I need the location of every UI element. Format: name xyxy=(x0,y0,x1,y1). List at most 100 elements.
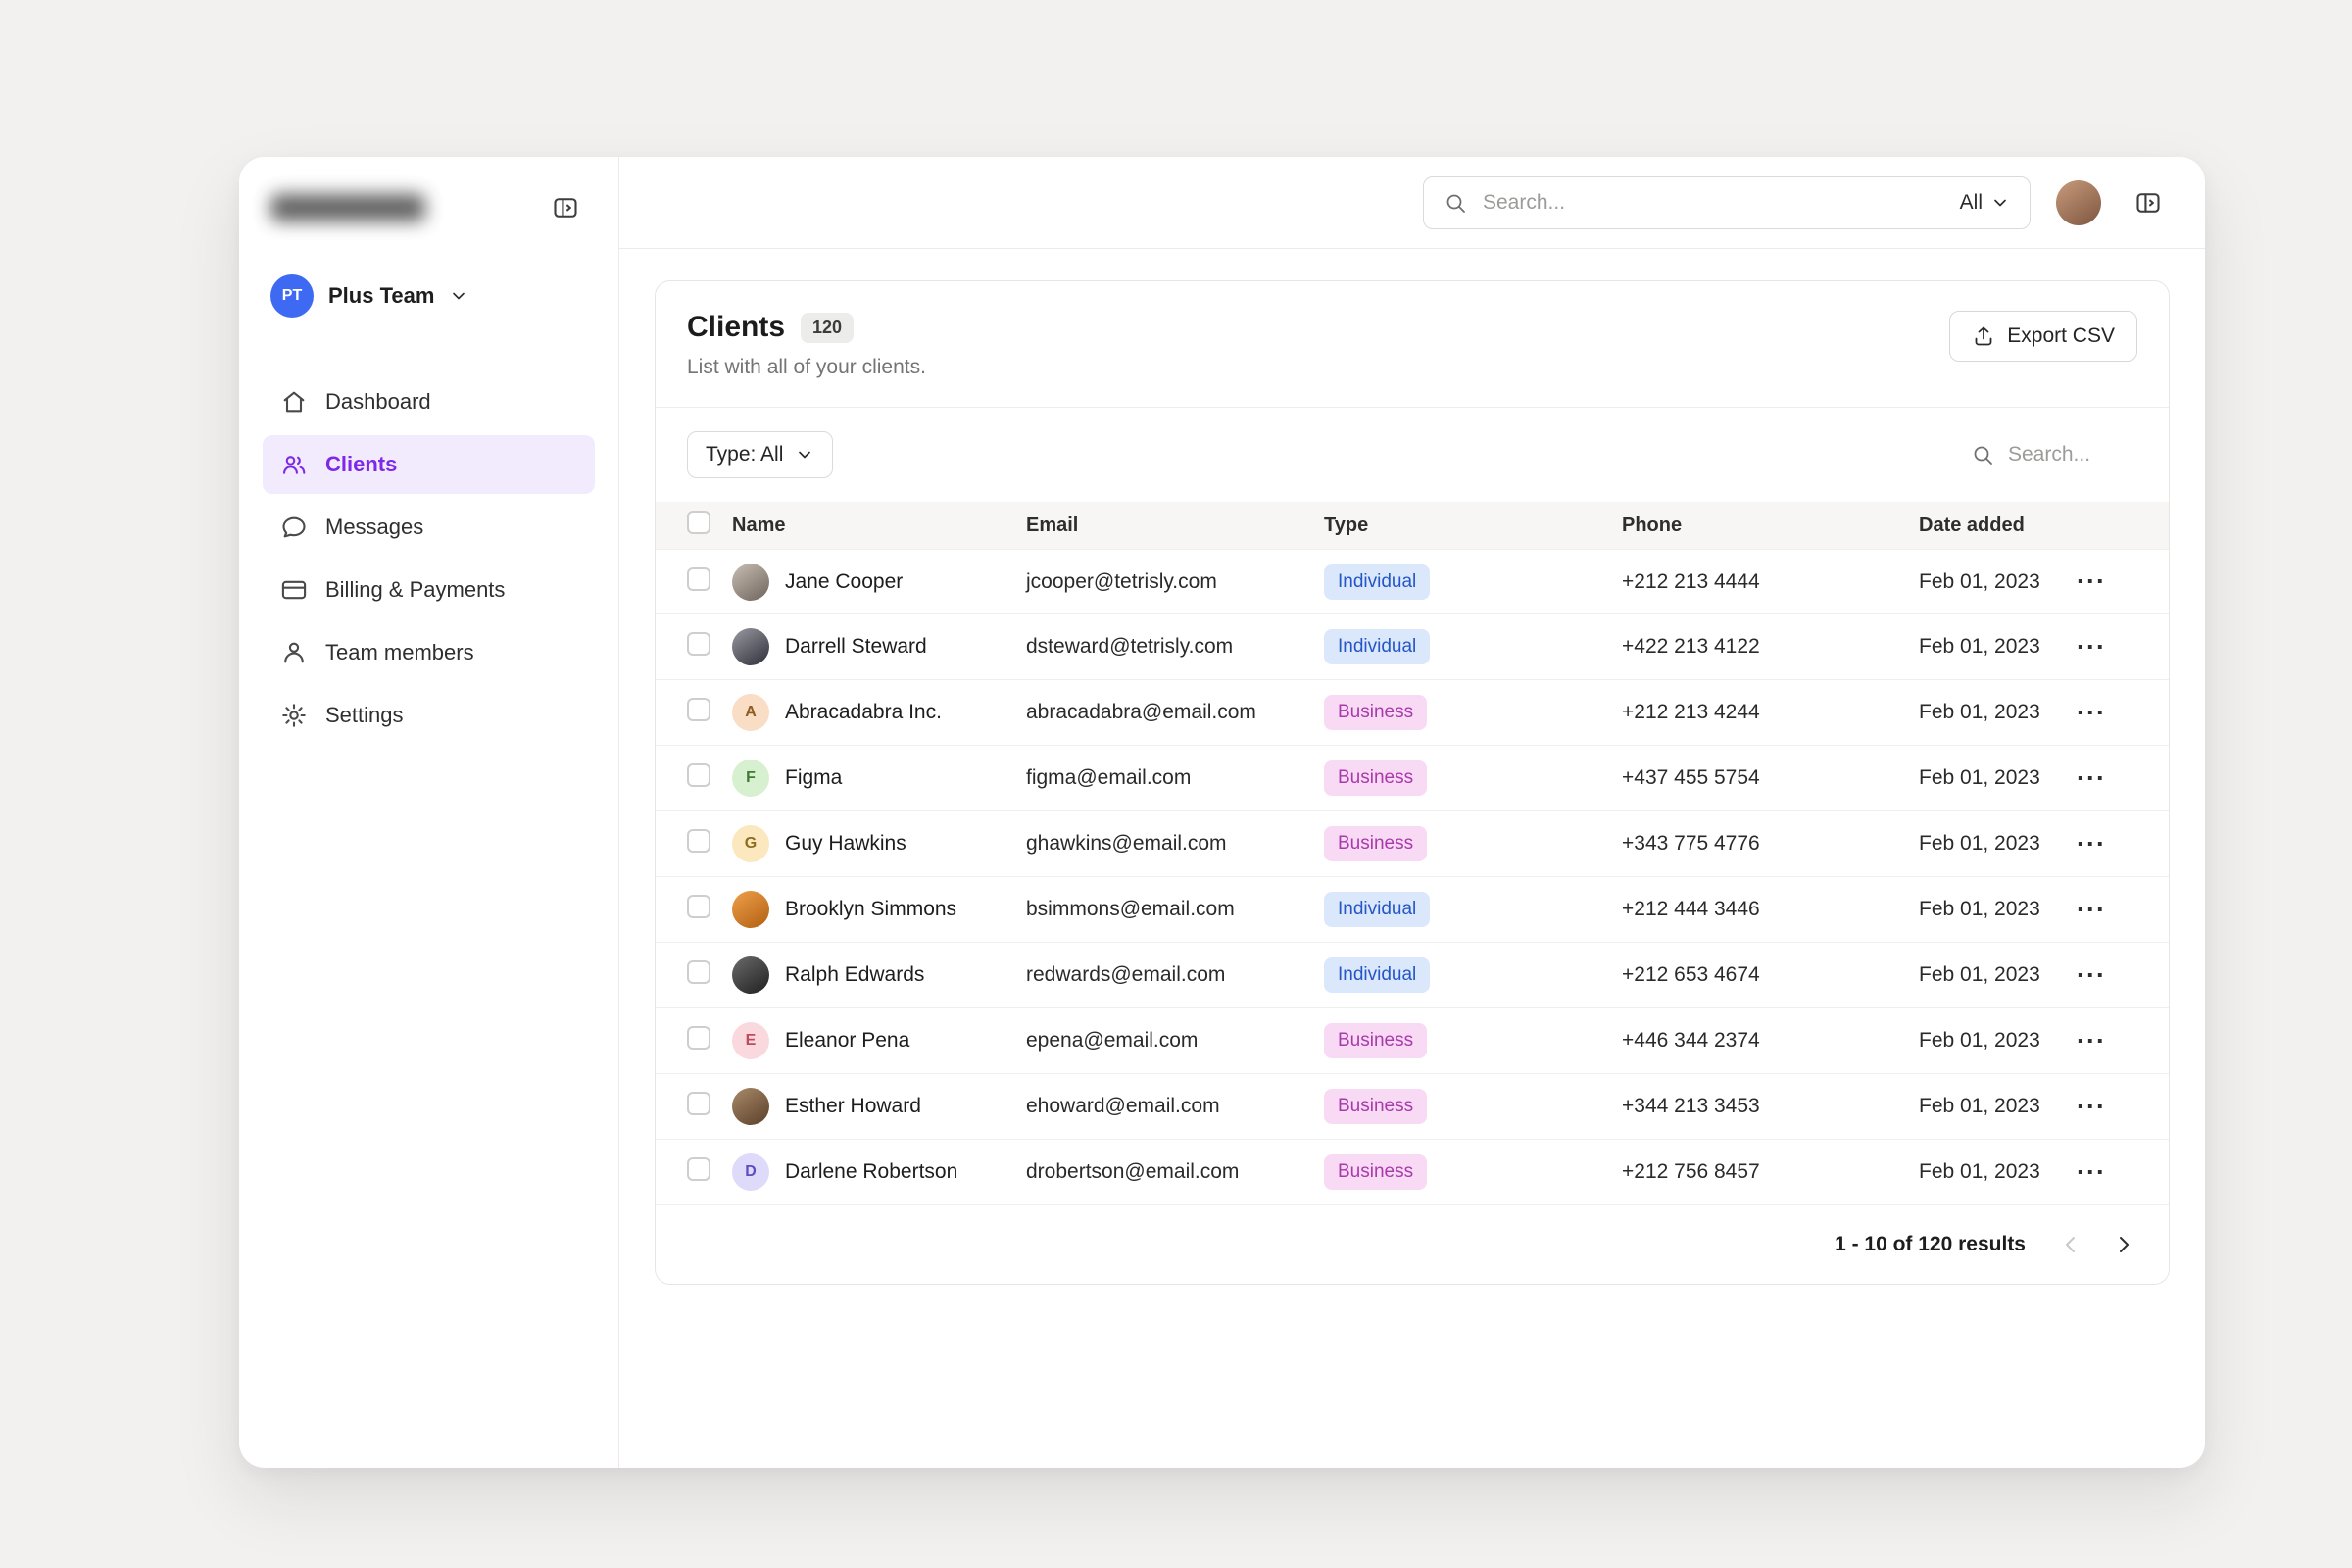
client-type-badge: Business xyxy=(1324,760,1428,796)
table-row: Jane Cooper jcooper@tetrisly.com Individ… xyxy=(656,549,2169,614)
table-search-input[interactable] xyxy=(2006,442,2137,467)
client-name: Darrell Steward xyxy=(785,635,927,658)
sidebar-item-messages[interactable]: Messages xyxy=(263,498,595,557)
row-checkbox[interactable] xyxy=(687,763,710,787)
search-scope-dropdown[interactable]: All xyxy=(1960,191,2010,215)
client-date: Feb 01, 2023 xyxy=(1919,832,2040,855)
divider xyxy=(656,407,2169,408)
sidebar-item-team-members[interactable]: Team members xyxy=(263,623,595,682)
type-filter-label: Type: All xyxy=(706,443,784,466)
client-name: Darlene Robertson xyxy=(785,1160,958,1183)
client-avatar: A xyxy=(732,694,769,731)
row-checkbox[interactable] xyxy=(687,1157,710,1181)
global-search-input[interactable] xyxy=(1481,189,1946,216)
search-scope-value: All xyxy=(1959,190,1983,214)
client-type-badge: Individual xyxy=(1324,629,1431,664)
row-actions-button[interactable]: ··· xyxy=(2069,1155,2114,1190)
panel-toggle-icon xyxy=(2134,189,2162,217)
row-actions-button[interactable]: ··· xyxy=(2069,958,2114,993)
client-date: Feb 01, 2023 xyxy=(1919,1029,2040,1052)
sidebar-item-label: Team members xyxy=(325,640,474,664)
column-header-date: Date added xyxy=(1919,514,2025,536)
row-checkbox[interactable] xyxy=(687,1092,710,1115)
row-actions-button[interactable]: ··· xyxy=(2069,893,2114,927)
row-checkbox[interactable] xyxy=(687,895,710,918)
row-actions-button[interactable]: ··· xyxy=(2069,696,2114,730)
collapse-sidebar-button[interactable] xyxy=(544,186,587,229)
row-checkbox[interactable] xyxy=(687,632,710,656)
table-row: A Abracadabra Inc. abracadabra@email.com… xyxy=(656,680,2169,746)
sidebar-item-settings[interactable]: Settings xyxy=(263,686,595,745)
client-email: dsteward@tetrisly.com xyxy=(1026,635,1234,658)
panel-toggle-button[interactable] xyxy=(2127,181,2170,224)
client-email: ehoward@email.com xyxy=(1026,1095,1220,1117)
row-actions-button[interactable]: ··· xyxy=(2069,630,2114,664)
chevron-right-icon xyxy=(2112,1233,2135,1256)
page-title: Clients xyxy=(687,311,786,343)
sidebar-item-clients[interactable]: Clients xyxy=(263,435,595,494)
row-checkbox[interactable] xyxy=(687,960,710,984)
client-phone: +212 213 4244 xyxy=(1622,701,1760,723)
client-name: Jane Cooper xyxy=(785,569,904,593)
sidebar-nav: Dashboard Clients Messages xyxy=(263,372,595,745)
client-phone: +343 775 4776 xyxy=(1622,832,1760,855)
table-row: Brooklyn Simmons bsimmons@email.com Indi… xyxy=(656,877,2169,943)
client-email: figma@email.com xyxy=(1026,766,1192,789)
type-filter-dropdown[interactable]: Type: All xyxy=(687,431,834,478)
row-actions-button[interactable]: ··· xyxy=(2069,564,2114,599)
sidebar-item-dashboard[interactable]: Dashboard xyxy=(263,372,595,431)
app-window: PT Plus Team Dashboard xyxy=(239,157,2205,1468)
client-email: ghawkins@email.com xyxy=(1026,832,1227,855)
content: Clients 120 List with all of your client… xyxy=(619,249,2205,1468)
gear-icon xyxy=(280,702,308,729)
chat-icon xyxy=(280,514,308,541)
row-checkbox[interactable] xyxy=(687,698,710,721)
table-footer: 1 - 10 of 120 results xyxy=(656,1205,2169,1284)
client-phone: +446 344 2374 xyxy=(1622,1029,1760,1052)
team-selector[interactable]: PT Plus Team xyxy=(270,274,587,318)
client-avatar: F xyxy=(732,760,769,797)
client-type-badge: Business xyxy=(1324,826,1428,861)
client-name: Abracadabra Inc. xyxy=(785,701,942,723)
client-email: bsimmons@email.com xyxy=(1026,898,1235,920)
chevron-down-icon xyxy=(1990,193,2010,213)
card-header: Clients 120 List with all of your client… xyxy=(656,281,2169,407)
client-date: Feb 01, 2023 xyxy=(1919,898,2040,920)
row-checkbox[interactable] xyxy=(687,1026,710,1050)
client-avatar: D xyxy=(732,1153,769,1191)
row-checkbox[interactable] xyxy=(687,566,710,591)
client-email: redwards@email.com xyxy=(1026,963,1226,986)
client-name: Ralph Edwards xyxy=(785,963,925,986)
sidebar-item-label: Settings xyxy=(325,703,404,727)
topbar: All xyxy=(619,157,2205,249)
column-header-email: Email xyxy=(1026,514,1079,536)
table-row: Ralph Edwards redwards@email.com Individ… xyxy=(656,943,2169,1008)
export-csv-button[interactable]: Export CSV xyxy=(1949,311,2137,362)
client-name: Guy Hawkins xyxy=(785,832,906,855)
user-avatar[interactable] xyxy=(2056,179,2101,225)
select-all-checkbox[interactable] xyxy=(687,511,710,534)
row-actions-button[interactable]: ··· xyxy=(2069,827,2114,861)
client-name: Brooklyn Simmons xyxy=(785,898,957,920)
home-icon xyxy=(280,388,308,416)
next-page-button[interactable] xyxy=(2104,1225,2143,1264)
sidebar-item-billing[interactable]: Billing & Payments xyxy=(263,561,595,619)
client-phone: +212 213 4444 xyxy=(1622,569,1760,593)
client-email: abracadabra@email.com xyxy=(1026,701,1256,723)
row-actions-button[interactable]: ··· xyxy=(2069,761,2114,796)
previous-page-button[interactable] xyxy=(2051,1225,2090,1264)
client-date: Feb 01, 2023 xyxy=(1919,635,2040,658)
clients-card: Clients 120 List with all of your client… xyxy=(655,280,2170,1285)
search-icon xyxy=(1971,443,1994,466)
column-header-name: Name xyxy=(732,514,786,536)
column-header-type: Type xyxy=(1324,514,1369,536)
row-actions-button[interactable]: ··· xyxy=(2069,1024,2114,1058)
results-summary: 1 - 10 of 120 results xyxy=(1835,1233,2026,1255)
client-avatar xyxy=(732,956,769,994)
table-search xyxy=(1971,442,2137,467)
row-checkbox[interactable] xyxy=(687,829,710,853)
credit-card-icon xyxy=(280,576,308,604)
client-email: jcooper@tetrisly.com xyxy=(1026,569,1217,593)
row-actions-button[interactable]: ··· xyxy=(2069,1090,2114,1124)
client-phone: +212 653 4674 xyxy=(1622,963,1760,986)
